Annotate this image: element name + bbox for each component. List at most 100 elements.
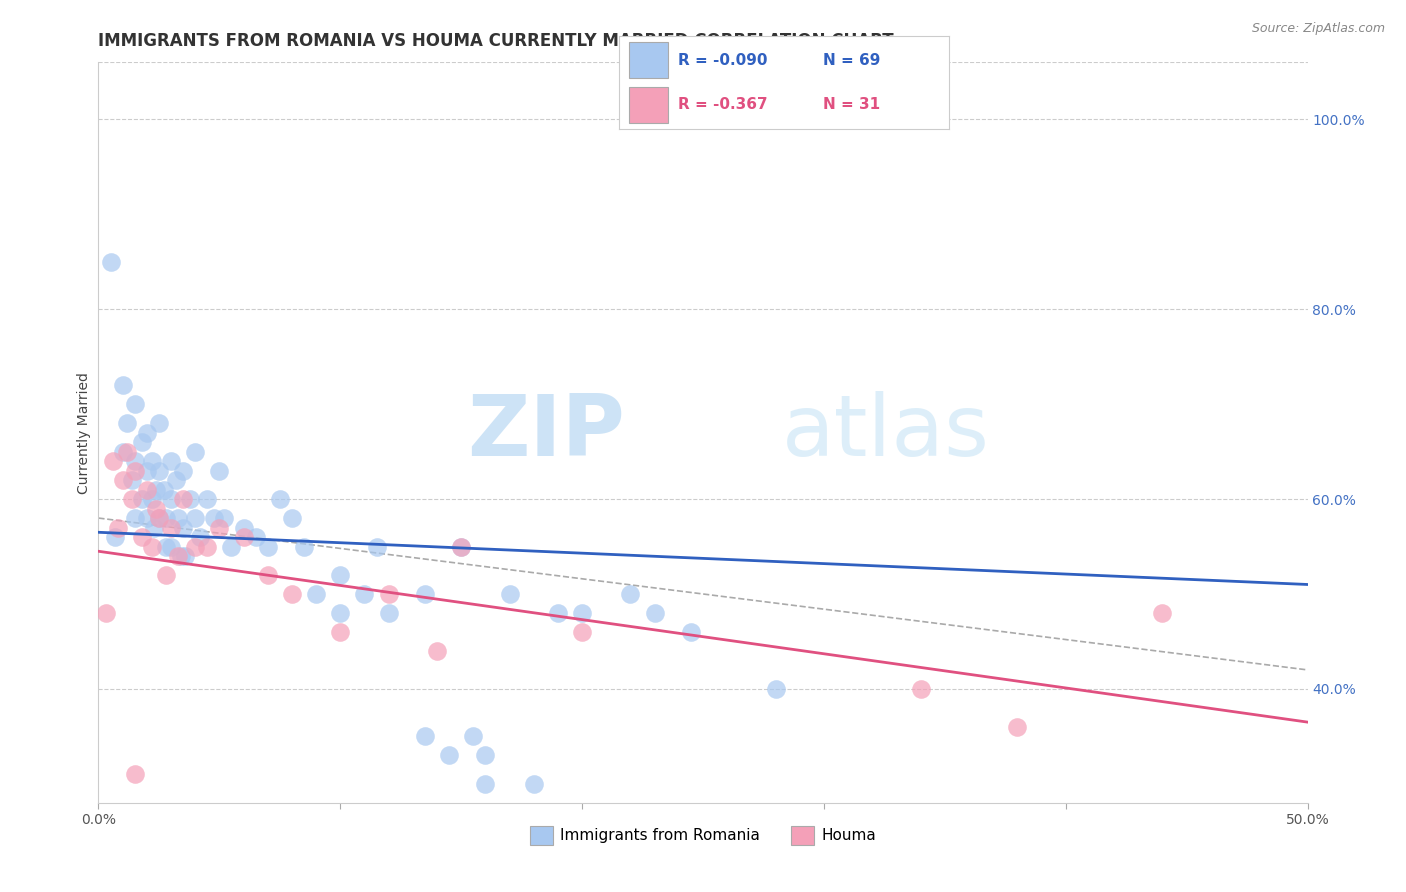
Point: [174, 549, 197, 563]
Point: [155, 511, 177, 525]
Point: [281, 511, 304, 525]
Point: [366, 540, 388, 554]
Point: [474, 777, 496, 791]
Point: [148, 511, 170, 525]
Point: [184, 444, 207, 458]
Point: [124, 397, 146, 411]
Text: Source: ZipAtlas.com: Source: ZipAtlas.com: [1251, 22, 1385, 36]
Point: [571, 606, 593, 620]
Text: IMMIGRANTS FROM ROMANIA VS HOUMA CURRENTLY MARRIED CORRELATION CHART: IMMIGRANTS FROM ROMANIA VS HOUMA CURRENT…: [98, 32, 894, 50]
Point: [141, 454, 163, 468]
Point: [329, 568, 352, 582]
Text: R = -0.367: R = -0.367: [678, 97, 768, 112]
Point: [143, 520, 166, 534]
Point: [135, 483, 157, 497]
Point: [245, 530, 267, 544]
Point: [160, 520, 183, 534]
Point: [305, 587, 328, 601]
Point: [100, 254, 122, 268]
Point: [329, 624, 352, 639]
Point: [121, 491, 143, 506]
Point: [450, 540, 472, 554]
Point: [437, 748, 460, 763]
Point: [204, 511, 226, 525]
Point: [155, 540, 177, 554]
Point: [152, 483, 174, 497]
Point: [571, 624, 593, 639]
Point: [160, 491, 183, 506]
Bar: [628, 87, 668, 123]
Y-axis label: Currently Married: Currently Married: [77, 372, 91, 493]
Point: [172, 491, 194, 506]
Text: R = -0.090: R = -0.090: [678, 53, 768, 68]
Point: [148, 416, 170, 430]
Point: [160, 454, 183, 468]
Point: [124, 511, 146, 525]
Point: [1007, 720, 1029, 734]
Point: [498, 587, 520, 601]
Point: [124, 767, 146, 781]
Point: [179, 491, 201, 506]
Point: [184, 511, 207, 525]
Point: [619, 587, 641, 601]
Point: [523, 777, 546, 791]
Point: [463, 730, 485, 744]
Point: [131, 491, 153, 506]
Text: atlas: atlas: [782, 391, 990, 475]
Point: [195, 540, 218, 554]
Point: [169, 549, 191, 563]
Point: [167, 511, 190, 525]
Point: [426, 644, 449, 658]
Text: N = 31: N = 31: [824, 97, 880, 112]
Point: [232, 530, 254, 544]
Point: [111, 378, 134, 392]
Point: [167, 549, 190, 563]
Point: [910, 681, 932, 696]
Point: [145, 483, 167, 497]
Point: [232, 520, 254, 534]
Point: [450, 540, 472, 554]
Point: [124, 464, 146, 478]
Point: [329, 606, 352, 620]
Point: [679, 624, 702, 639]
Point: [208, 520, 231, 534]
Point: [131, 530, 153, 544]
Point: [377, 606, 399, 620]
Point: [141, 491, 163, 506]
Point: [1152, 606, 1174, 620]
Point: [195, 491, 218, 506]
Point: [160, 540, 183, 554]
Point: [413, 587, 436, 601]
Point: [124, 454, 146, 468]
Point: [135, 464, 157, 478]
Point: [165, 473, 187, 487]
Point: [135, 425, 157, 440]
Point: [256, 568, 278, 582]
Point: [148, 464, 170, 478]
Point: [172, 464, 194, 478]
Point: [141, 540, 163, 554]
Point: [765, 681, 787, 696]
Point: [107, 520, 129, 534]
Point: [101, 454, 124, 468]
Point: [104, 530, 127, 544]
Point: [256, 540, 278, 554]
Point: [474, 748, 496, 763]
Bar: [628, 42, 668, 78]
Point: [135, 511, 157, 525]
Point: [281, 587, 304, 601]
Point: [148, 511, 170, 525]
Point: [184, 540, 207, 554]
Point: [208, 464, 231, 478]
Legend: Immigrants from Romania, Houma: Immigrants from Romania, Houma: [524, 820, 882, 851]
Point: [172, 520, 194, 534]
Point: [269, 491, 291, 506]
Text: N = 69: N = 69: [824, 53, 882, 68]
Point: [131, 435, 153, 450]
Point: [413, 730, 436, 744]
Point: [353, 587, 375, 601]
Point: [111, 473, 134, 487]
Point: [155, 568, 177, 582]
Point: [292, 540, 315, 554]
Text: ZIP: ZIP: [467, 391, 624, 475]
